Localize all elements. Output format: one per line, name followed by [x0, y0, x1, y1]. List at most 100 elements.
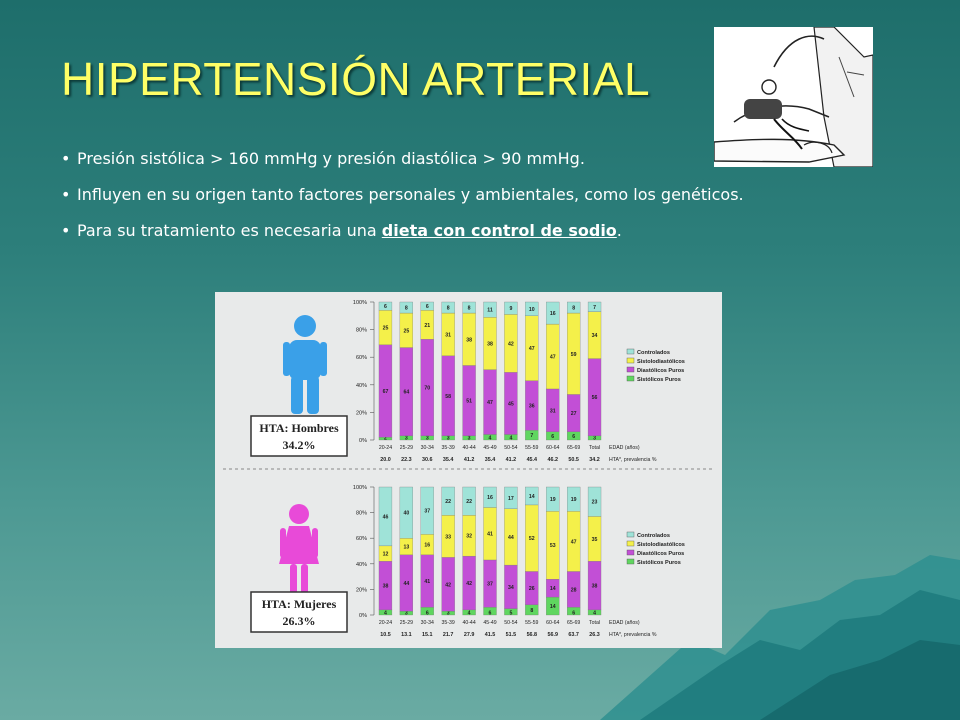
- bar-value-label: 4: [468, 611, 471, 617]
- x-tick-label: 45-49: [483, 445, 496, 451]
- prevalence-value: 15.1: [422, 632, 433, 638]
- y-tick-label: 100%: [353, 485, 367, 491]
- hta-box-value: 26.3%: [283, 614, 316, 628]
- bar-value-label: 59: [571, 352, 577, 358]
- x-tick-label: 25-29: [400, 445, 413, 451]
- bar-value-label: 51: [466, 399, 472, 405]
- bar-value-label: 38: [592, 584, 598, 590]
- y-tick-label: 20%: [356, 410, 367, 416]
- x-tick-label: 30-34: [421, 445, 434, 451]
- bar-value-label: 31: [445, 332, 451, 338]
- y-tick-label: 0%: [359, 613, 367, 619]
- bar-value-label: 25: [403, 328, 409, 334]
- prevalence-value: 50.5: [568, 457, 579, 463]
- sodium-diet-link[interactable]: dieta con control de sodio: [381, 221, 617, 240]
- bar-value-label: 3: [447, 436, 450, 442]
- bar-segment: [504, 301, 518, 315]
- bar-segment: [525, 301, 539, 316]
- bullet-treatment: Para su tratamiento es necesaria una die…: [61, 220, 901, 256]
- bar-value-label: 3: [468, 436, 471, 442]
- x-axis-label: EDAD (años): [609, 620, 640, 626]
- bullet-factors: Influyen en su origen tanto factores per…: [61, 184, 901, 220]
- bar-value-label: 47: [571, 539, 577, 545]
- bar-value-label: 9: [509, 306, 512, 312]
- bar-value-label: 47: [529, 346, 535, 352]
- bar-value-label: 6: [489, 611, 492, 617]
- bar-value-label: 12: [383, 552, 389, 558]
- bullet-systolic: Presión sistólica > 160 mmHg y presión d…: [61, 148, 901, 184]
- bar-segment: [399, 301, 413, 314]
- bar-value-label: 8: [405, 306, 408, 312]
- x-tick-label: 55-59: [525, 620, 538, 626]
- prevalence-value: 26.3: [589, 632, 600, 638]
- bar-value-label: 34: [508, 585, 514, 591]
- x-tick-label: 40-44: [462, 445, 475, 451]
- bar-value-label: 14: [529, 494, 535, 500]
- prevalence-value: 41.5: [485, 632, 496, 638]
- x-tick-label: 20-24: [379, 620, 392, 626]
- x-tick-label: 60-64: [546, 620, 559, 626]
- bar-value-label: 35: [592, 537, 598, 543]
- hypertension-chart-figure: HTA: Hombres 34.2% 100% 80% 60% 40% 20% 0% 2 67 25…: [215, 292, 722, 648]
- bar-value-label: 19: [571, 497, 577, 503]
- bar-value-label: 26: [529, 586, 535, 592]
- bar-value-label: 14: [550, 604, 556, 610]
- bar-value-label: 2: [384, 436, 387, 442]
- bar-value-label: 53: [550, 543, 556, 549]
- y-tick-label: 60%: [356, 536, 367, 542]
- hta-box-value: 34.2%: [283, 438, 316, 452]
- bar-segment: [483, 301, 497, 318]
- bar-value-label: 46: [383, 514, 389, 520]
- female-figure-icon: [279, 504, 319, 594]
- bar-segment: [587, 301, 602, 312]
- bar-segment: [399, 486, 413, 539]
- slide-title: HIPERTENSIÓN ARTERIAL: [61, 53, 651, 105]
- y-tick-label: 100%: [353, 300, 367, 306]
- prevalence-value: 10.5: [380, 632, 391, 638]
- bar-value-label: 6: [572, 434, 575, 440]
- prevalence-value: 13.1: [401, 632, 412, 638]
- bar-value-label: 64: [403, 390, 409, 396]
- bar-segment: [378, 301, 393, 311]
- hta-box: [250, 415, 348, 457]
- bar-segment: [378, 486, 393, 547]
- prevalence-value: 35.4: [485, 457, 496, 463]
- bar-value-label: 67: [383, 389, 389, 395]
- bar-value-label: 19: [550, 497, 556, 503]
- x-tick-label: 50-54: [504, 620, 517, 626]
- legend-swatch: [626, 558, 635, 565]
- legend-swatch: [626, 348, 635, 355]
- bar-value-label: 37: [487, 582, 493, 588]
- legend-swatch: [626, 531, 635, 538]
- bar-value-label: 56: [592, 395, 598, 401]
- bar-value-label: 13: [403, 545, 409, 551]
- bar-value-label: 7: [593, 305, 596, 311]
- bullet-list: Presión sistólica > 160 mmHg y presión d…: [61, 148, 901, 256]
- x-tick-label: Total: [589, 620, 600, 626]
- prevalence-value: 56.9: [547, 632, 558, 638]
- prevalence-value: 22.3: [401, 457, 412, 463]
- bar-segment: [567, 301, 581, 314]
- bar-value-label: 25: [383, 326, 389, 332]
- bar-value-label: 8: [530, 608, 533, 614]
- bar-value-label: 38: [383, 584, 389, 590]
- bar-value-label: 34: [592, 333, 598, 339]
- bar-segment: [420, 301, 434, 311]
- prevalence-value: 41.2: [506, 457, 516, 463]
- bar-value-label: 44: [508, 535, 514, 541]
- bar-value-label: 6: [551, 434, 554, 440]
- legend-label: Sistolodiastólicos: [637, 542, 685, 548]
- bar-segment: [483, 486, 497, 508]
- bar-value-label: 22: [445, 499, 451, 505]
- bar-value-label: 10: [529, 307, 535, 313]
- bar-value-label: 37: [424, 509, 430, 515]
- x-tick-label: 45-49: [483, 620, 496, 626]
- bar-value-label: 4: [593, 611, 596, 617]
- bar-value-label: 6: [572, 611, 575, 617]
- bar-value-label: 42: [508, 341, 514, 347]
- legend-label: Sistolodiastólicos: [637, 359, 685, 365]
- bar-segment: [462, 486, 476, 516]
- legend-label: Diastólicos Puros: [637, 368, 684, 374]
- bar-value-label: 21: [424, 323, 430, 329]
- bar-value-label: 38: [466, 337, 472, 343]
